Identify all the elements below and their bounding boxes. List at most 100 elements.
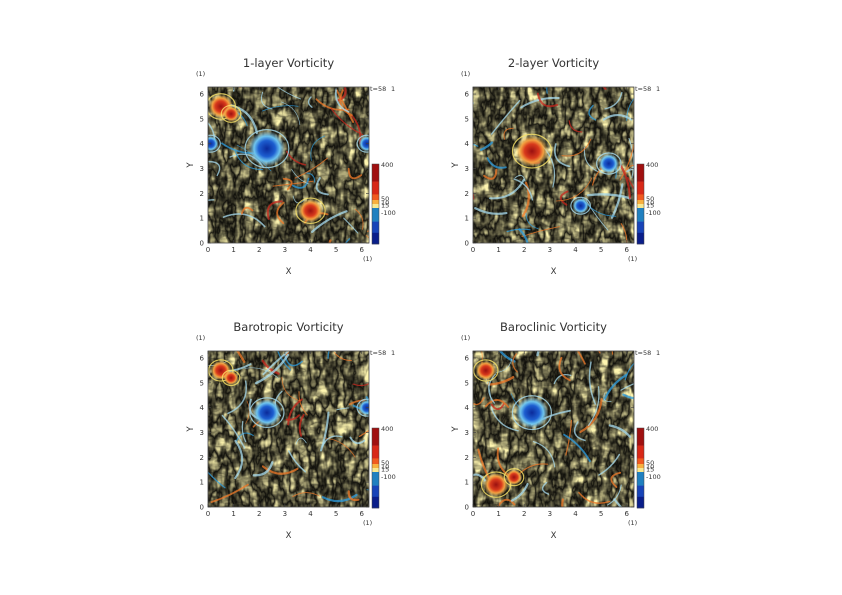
vorticity-filament bbox=[352, 382, 369, 387]
colorbar-label: 50 bbox=[646, 459, 654, 467]
y-tick-label: 6 bbox=[465, 355, 470, 363]
colorbar-segment bbox=[372, 445, 379, 459]
vorticity-filament bbox=[333, 352, 352, 361]
vortex-ring bbox=[208, 134, 221, 153]
vorticity-filament bbox=[498, 351, 516, 363]
vorticity-filament bbox=[603, 373, 628, 401]
colorbar-segment bbox=[372, 204, 379, 209]
colorbar-segment bbox=[372, 485, 379, 498]
x-tick-label: 5 bbox=[599, 246, 603, 254]
vorticity-filament bbox=[598, 453, 621, 476]
y-unit: (1) bbox=[461, 334, 470, 342]
vorticity-filament bbox=[473, 143, 479, 147]
vortex-positive bbox=[298, 198, 323, 223]
vorticity-filament bbox=[305, 172, 316, 183]
y-tick-label: 1 bbox=[200, 215, 204, 223]
colorbar-segment bbox=[372, 200, 379, 205]
vorticity-filament bbox=[321, 493, 358, 503]
colorbar-segment bbox=[637, 232, 644, 245]
x-tick-label: 1 bbox=[496, 246, 500, 254]
vortex-ring bbox=[220, 104, 242, 123]
colorbar-label: 400 bbox=[646, 425, 658, 433]
colorbar-label: 15 bbox=[381, 202, 389, 210]
colorbar-segment bbox=[637, 428, 644, 446]
vorticity-field bbox=[473, 351, 634, 507]
vorticity-filament bbox=[339, 89, 353, 117]
vortex-negative bbox=[572, 197, 589, 214]
x-tick-label: 3 bbox=[283, 246, 287, 254]
vorticity-filament bbox=[336, 407, 350, 411]
colorbar-label: 10 bbox=[646, 199, 654, 207]
vorticity-filament bbox=[310, 135, 326, 161]
colorbar-label: -100 bbox=[381, 473, 396, 481]
vorticity-filament bbox=[604, 91, 623, 110]
y-tick-label: 2 bbox=[465, 190, 469, 198]
colorbar-segment bbox=[637, 464, 644, 469]
vorticity-filament bbox=[484, 399, 510, 408]
y-tick-label: 0 bbox=[200, 504, 204, 512]
colorbar-segment bbox=[637, 472, 644, 486]
vorticity-filament bbox=[546, 87, 548, 94]
y-tick-label: 4 bbox=[200, 140, 205, 148]
y-tick-label: 0 bbox=[200, 240, 204, 248]
vorticity-filament bbox=[559, 190, 569, 206]
colorbar-segment bbox=[372, 208, 379, 222]
colorbar-segment bbox=[637, 445, 644, 459]
x-tick-label: 5 bbox=[334, 510, 338, 518]
x-unit: (1) bbox=[363, 255, 372, 263]
colorbar-segment bbox=[372, 221, 379, 234]
colorbar-segment bbox=[637, 221, 644, 234]
vorticity-filament bbox=[266, 200, 283, 220]
x-tick-label: 4 bbox=[308, 510, 313, 518]
vorticity-filament bbox=[510, 482, 529, 502]
vorticity-filament bbox=[208, 199, 215, 202]
vorticity-filament bbox=[578, 491, 611, 504]
vorticity-filament bbox=[294, 157, 329, 179]
colorbar-segment bbox=[637, 496, 644, 509]
time-label: t=58 bbox=[635, 349, 651, 357]
vortex-positive bbox=[223, 370, 239, 386]
colorbar-segment bbox=[372, 464, 379, 469]
vortex-ring bbox=[596, 152, 622, 175]
vorticity-filament bbox=[241, 420, 247, 443]
vorticity-filament bbox=[536, 92, 559, 108]
vorticity-filament bbox=[541, 481, 550, 495]
colorbar-segment bbox=[372, 428, 379, 446]
time-index: 1 bbox=[391, 85, 395, 93]
y-tick-label: 2 bbox=[465, 454, 469, 462]
x-tick-label: 6 bbox=[625, 246, 630, 254]
panel-2: 0 1 2 3 4 5 6 0 1 2 3 4 5 6 2-layer Vorticity X Y (1) (1) t… bbox=[451, 56, 661, 277]
colorbar-label: 15 bbox=[646, 202, 654, 210]
y-unit: (1) bbox=[461, 70, 470, 78]
vorticity-filament bbox=[234, 439, 244, 480]
vorticity-filament bbox=[272, 180, 314, 187]
x-tick-label: 4 bbox=[573, 246, 578, 254]
vorticity-filament bbox=[276, 87, 302, 100]
vorticity-filament bbox=[208, 160, 221, 177]
colorbar-label: 50 bbox=[646, 195, 654, 203]
panel-title: Baroclinic Vorticity bbox=[500, 320, 607, 334]
vorticity-filament bbox=[518, 463, 549, 476]
y-unit: (1) bbox=[196, 70, 205, 78]
vorticity-filament bbox=[512, 353, 518, 373]
y-tick-label: 1 bbox=[200, 479, 204, 487]
vortex-positive bbox=[515, 135, 549, 168]
y-tick-label: 3 bbox=[465, 429, 469, 437]
vorticity-filament bbox=[588, 361, 597, 405]
colorbar-segment bbox=[637, 468, 644, 473]
vorticity-filament bbox=[282, 177, 293, 191]
vorticity-filament bbox=[252, 461, 274, 477]
colorbar-label: 10 bbox=[381, 463, 389, 471]
vorticity-filament bbox=[287, 450, 307, 473]
vorticity-filament bbox=[627, 176, 634, 191]
vorticity-filament bbox=[239, 87, 242, 89]
vortex-positive bbox=[475, 360, 497, 381]
vorticity-filament bbox=[354, 208, 364, 230]
vorticity-filament bbox=[624, 362, 634, 381]
y-tick-label: 6 bbox=[465, 91, 470, 99]
vorticity-filament bbox=[583, 147, 600, 173]
vortex-ring bbox=[511, 133, 553, 169]
vortex-negative bbox=[598, 153, 620, 174]
vortex-ring bbox=[221, 369, 241, 387]
vorticity-filament bbox=[490, 406, 519, 432]
